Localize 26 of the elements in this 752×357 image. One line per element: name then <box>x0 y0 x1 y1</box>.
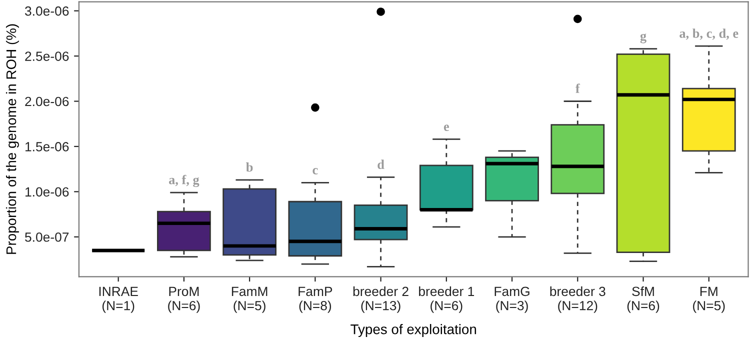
y-tick-label: 2.0e-06 <box>25 96 69 106</box>
annotation: e <box>444 124 449 131</box>
x-tick-label: FamM (N=5) <box>232 286 268 313</box>
annotation: g <box>640 34 646 44</box>
y-tick-label: 5.0e-07 <box>25 232 69 242</box>
y-tick-label: 1.0e-06 <box>26 187 69 197</box>
annotation: a, f, g <box>168 174 200 188</box>
x-tick-label: breeder 3 (N=12) <box>550 286 606 313</box>
annotation: c <box>312 168 318 174</box>
x-axis-title: Types of exploitation <box>350 324 476 337</box>
annotation: a, b, c, d, e <box>680 28 738 40</box>
x-tick-label: breeder 2 (N=13) <box>353 286 408 313</box>
y-tick-label: 1.5e-06 <box>26 142 69 152</box>
x-tick-label: FM (N=5) <box>693 286 725 313</box>
annotation: d <box>378 160 384 169</box>
x-tick-label: FamP (N=8) <box>298 286 332 313</box>
x-tick-label: breeder 1 (N=6) <box>419 286 474 313</box>
y-axis-title: Proportion of the genome in ROH (%) <box>6 24 19 254</box>
y-tick-label: 3.0e-06 <box>24 6 69 16</box>
x-tick-label: ProM (N=6) <box>168 286 200 313</box>
x-tick-label: FamG (N=3) <box>494 286 530 313</box>
x-tick-label: SfM (N=6) <box>627 286 660 313</box>
y-tick-label: 2.5e-06 <box>25 52 69 61</box>
x-tick-label: INRAE (N=1) <box>99 286 138 313</box>
annotation: f <box>576 84 580 93</box>
annotation: b <box>246 162 253 172</box>
